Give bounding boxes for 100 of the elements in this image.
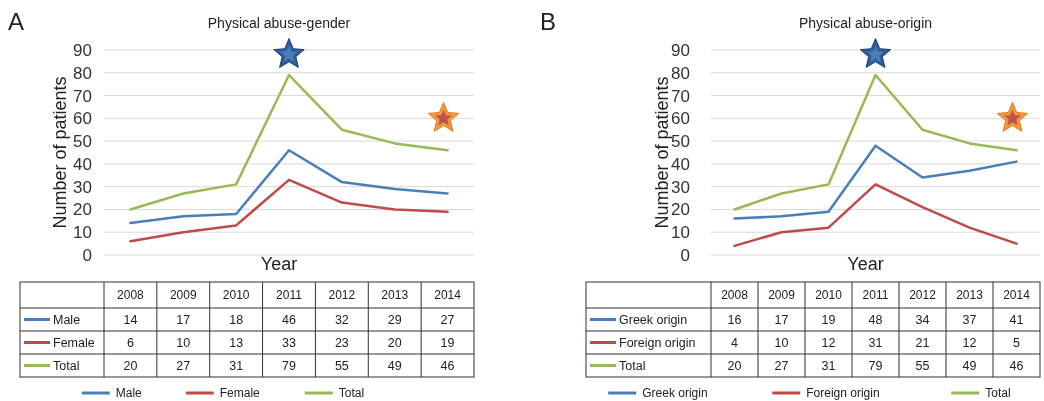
y-tick-label: 0 bbox=[82, 245, 92, 265]
data-label: 27 bbox=[774, 358, 789, 373]
data-label: 55 bbox=[334, 358, 349, 373]
y-tick-label: 60 bbox=[73, 109, 92, 129]
y-tick-label: 40 bbox=[73, 154, 92, 174]
y-axis-title: Number of patients bbox=[652, 76, 672, 229]
text: Total bbox=[338, 386, 365, 401]
x-tick-label: 2011 bbox=[276, 288, 303, 303]
y-tick-label: 30 bbox=[73, 177, 92, 197]
data-label: 10 bbox=[774, 335, 789, 350]
data-label: 19 bbox=[821, 312, 836, 327]
x-tick-label: 2008 bbox=[721, 288, 749, 303]
data-label: 29 bbox=[387, 312, 402, 327]
data-label: 10 bbox=[176, 335, 191, 350]
legend-label: Female bbox=[53, 335, 95, 350]
text: Total bbox=[985, 386, 1011, 401]
y-tick-label: 20 bbox=[73, 200, 92, 220]
data-label: 21 bbox=[915, 335, 930, 350]
data-label: 79 bbox=[282, 358, 296, 373]
data-label: 20 bbox=[123, 358, 138, 373]
y-tick-label: 50 bbox=[73, 132, 92, 152]
x-tick-label: 2011 bbox=[862, 288, 889, 303]
text: Greek origin bbox=[642, 386, 708, 401]
data-label: 31 bbox=[821, 358, 836, 373]
y-tick-label: 70 bbox=[73, 86, 92, 106]
line-series bbox=[129, 178, 449, 243]
y-tick-label: 70 bbox=[671, 86, 690, 106]
data-label: 31 bbox=[229, 358, 244, 373]
x-tick-label: 2013 bbox=[956, 288, 984, 303]
data-label: 5 bbox=[1013, 335, 1021, 350]
line-series bbox=[129, 148, 449, 225]
data-label: 14 bbox=[123, 312, 138, 327]
y-axis-title: Number of patients bbox=[50, 76, 70, 229]
x-axis-title: Year bbox=[260, 254, 298, 274]
text: B bbox=[540, 8, 557, 35]
data-label: 17 bbox=[176, 312, 191, 327]
data-label: 27 bbox=[440, 312, 455, 327]
y-tick-label: 10 bbox=[73, 223, 92, 243]
data-label: 16 bbox=[727, 312, 742, 327]
text: A bbox=[8, 8, 25, 35]
y-tick-label: 10 bbox=[671, 223, 690, 243]
data-label: 23 bbox=[334, 335, 349, 350]
data-label: 48 bbox=[868, 312, 883, 327]
text: Female bbox=[219, 386, 260, 401]
text: Male bbox=[115, 386, 142, 401]
y-tick-label: 20 bbox=[671, 200, 690, 220]
line-series bbox=[733, 144, 1018, 220]
data-label: 19 bbox=[440, 335, 455, 350]
x-tick-label: 2014 bbox=[1003, 288, 1031, 303]
y-tick-label: 80 bbox=[671, 63, 690, 83]
legend-label: Greek origin bbox=[619, 312, 688, 327]
y-tick-label: 50 bbox=[671, 132, 690, 152]
data-label: 32 bbox=[334, 312, 349, 327]
y-tick-label: 60 bbox=[671, 109, 690, 129]
data-label: 46 bbox=[282, 312, 296, 327]
x-tick-label: 2008 bbox=[117, 288, 145, 303]
data-label: 46 bbox=[1009, 358, 1024, 373]
text: Foreign origin bbox=[806, 386, 880, 401]
data-label: 34 bbox=[915, 312, 930, 327]
data-label: 20 bbox=[387, 335, 402, 350]
data-label: 13 bbox=[229, 335, 244, 350]
x-tick-label: 2009 bbox=[169, 288, 197, 303]
data-label: 31 bbox=[868, 335, 883, 350]
chart-title: Physical abuse-origin bbox=[798, 15, 933, 31]
line-series bbox=[733, 73, 1018, 211]
data-label: 6 bbox=[126, 335, 134, 350]
data-label: 33 bbox=[282, 335, 296, 350]
x-tick-label: 2009 bbox=[768, 288, 796, 303]
line-series bbox=[129, 73, 449, 211]
legend-label: Foreign origin bbox=[619, 335, 696, 350]
x-axis-title: Year bbox=[847, 254, 884, 274]
x-tick-label: 2012 bbox=[909, 288, 937, 303]
data-label: 18 bbox=[229, 312, 244, 327]
data-label: 79 bbox=[868, 358, 883, 373]
x-tick-label: 2014 bbox=[434, 288, 462, 303]
data-label: 49 bbox=[962, 358, 977, 373]
chart-title: Physical abuse-gender bbox=[207, 15, 351, 31]
data-label: 49 bbox=[387, 358, 402, 373]
y-tick-label: 0 bbox=[680, 245, 690, 265]
data-label: 41 bbox=[1009, 312, 1024, 327]
y-tick-label: 90 bbox=[671, 40, 690, 60]
data-label: 37 bbox=[962, 312, 977, 327]
line-series bbox=[733, 183, 1018, 248]
y-tick-label: 90 bbox=[73, 40, 92, 60]
data-label: 27 bbox=[176, 358, 191, 373]
y-tick-label: 40 bbox=[671, 154, 690, 174]
data-label: 55 bbox=[915, 358, 930, 373]
x-tick-label: 2010 bbox=[815, 288, 843, 303]
legend-label: Total bbox=[53, 358, 80, 373]
legend-label: Male bbox=[53, 312, 81, 327]
y-tick-label: 80 bbox=[73, 63, 92, 83]
legend-label: Total bbox=[619, 358, 646, 373]
data-label: 12 bbox=[962, 335, 977, 350]
data-label: 4 bbox=[731, 335, 739, 350]
x-tick-label: 2013 bbox=[381, 288, 409, 303]
x-tick-label: 2012 bbox=[328, 288, 356, 303]
data-label: 20 bbox=[727, 358, 742, 373]
data-label: 17 bbox=[774, 312, 789, 327]
x-tick-label: 2010 bbox=[222, 288, 250, 303]
y-tick-label: 30 bbox=[671, 177, 690, 197]
